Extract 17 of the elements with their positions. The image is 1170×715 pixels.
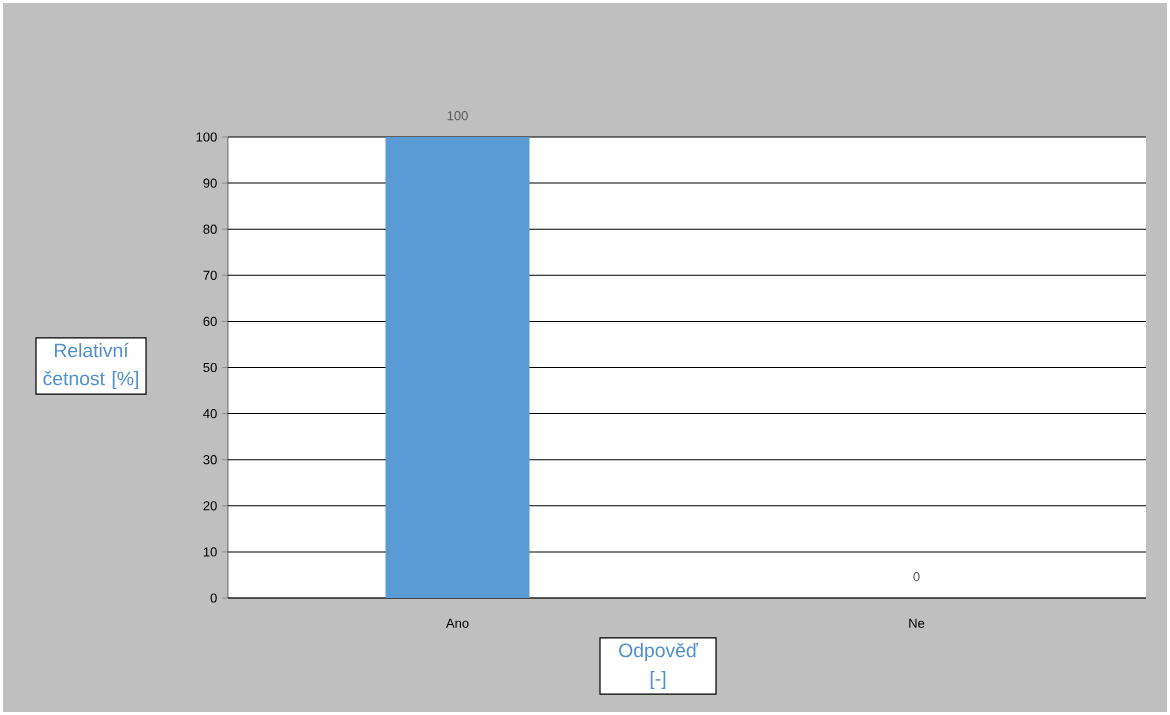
y-tick-label: 30 (203, 455, 217, 465)
y-tick-label: 0 (210, 593, 217, 603)
y-tick-label: 80 (203, 224, 217, 234)
y-tick-label: 60 (203, 316, 217, 326)
y-tick-label: 40 (203, 409, 217, 419)
y-tick-label: 10 (203, 547, 217, 557)
y-tick-label: 20 (203, 501, 217, 511)
y-tick-label: 90 (203, 178, 217, 188)
data-label: 100 (447, 111, 468, 121)
y-tick-label: 100 (196, 132, 217, 142)
x-tick-label: Ano (445, 618, 469, 628)
x-axis-title: Odpověď [-] (619, 642, 698, 690)
y-tick-label: 50 (203, 362, 217, 373)
y-axis-title: Relativní četnost [%] (43, 342, 138, 390)
x-tick-label: Ne (909, 618, 925, 628)
data-label: 0 (913, 572, 920, 582)
y-tick-label: 70 (203, 270, 217, 280)
